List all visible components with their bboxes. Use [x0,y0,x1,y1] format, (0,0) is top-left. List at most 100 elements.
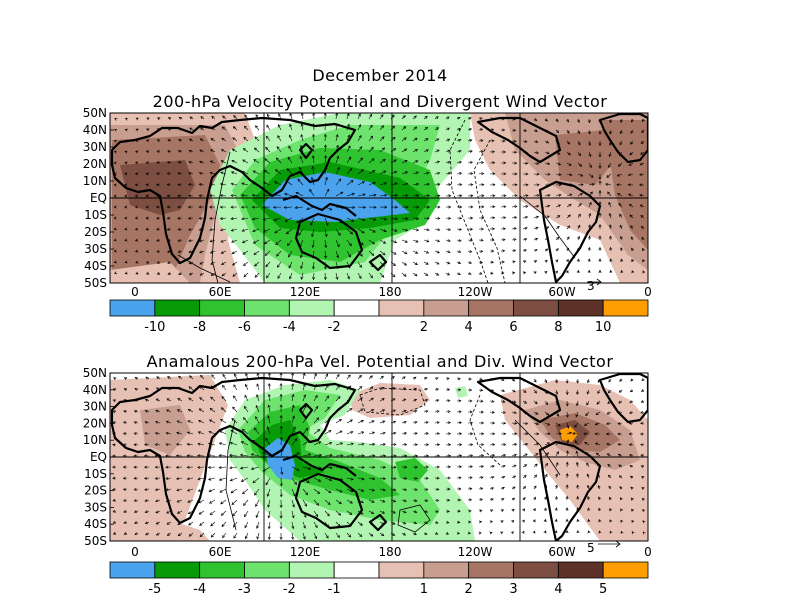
wind-vector [301,113,304,120]
wind-vector-head [630,130,634,134]
wind-vector-head [480,388,484,392]
wind-vector [243,261,249,266]
wind-vector-head [254,274,258,278]
wind-vector [379,239,386,244]
wind-vector [188,510,194,514]
wind-vector [232,137,238,142]
wind-vector-head [458,421,463,425]
wind-vector-head [265,482,269,486]
wind-vector-head [628,421,632,425]
wind-vector [357,397,363,402]
wind-vector-head [329,466,333,470]
wind-vector [346,521,352,527]
wind-vector [401,250,408,255]
wind-vector-head [199,534,203,538]
wind-vector-head [134,388,138,391]
wind-vector-head [166,227,170,231]
wind-vector [478,139,483,142]
wind-vector [188,386,194,391]
wind-vector-head [155,499,159,503]
wind-vector-head [286,168,290,172]
wind-vector [379,443,386,446]
wind-vector-head [358,124,362,128]
wind-vector [242,159,249,164]
wind-vector-head [580,183,584,187]
wind-vector [522,238,527,241]
wind-vector-head [587,269,591,273]
wind-vector [199,217,205,219]
wind-vector [300,261,304,269]
wind-vector [291,405,294,413]
wind-vector-head [415,160,419,164]
wind-vector-head [256,394,259,398]
wind-vector [156,532,161,536]
wind-vector-head [459,172,463,176]
wind-vector-head [425,250,430,254]
wind-vector-head [565,270,569,274]
wind-vector [254,272,260,278]
lon-tick-label: 60W [548,545,575,559]
wind-vector [379,477,386,480]
wind-vector [222,126,227,131]
wind-vector [346,385,352,391]
wind-vector-head [314,373,317,377]
wind-vector-head [514,432,518,436]
wind-vector-head [372,181,377,185]
wind-vector-head [318,466,323,470]
wind-vector [577,485,579,490]
panel-1-map [109,112,649,284]
wind-vector [220,418,227,424]
wind-vector [256,532,260,540]
wind-vector [544,463,548,468]
wind-vector-head [502,400,506,403]
wind-vector-head [555,118,559,122]
wind-vector-head [156,139,160,143]
wind-vector-head [501,498,505,501]
wind-vector [401,477,407,479]
colorbar-swatch [199,299,245,317]
wind-vector-head [490,271,494,275]
wind-vector-head [523,128,528,132]
wind-vector-head [221,523,225,528]
wind-vector-head [155,420,159,424]
wind-vector-head [251,217,256,221]
wind-vector [379,398,385,402]
wind-vector [357,250,363,257]
wind-vector-head [176,499,180,503]
wind-vector [313,134,315,142]
wind-vector-head [572,432,576,436]
wind-vector-head [146,117,150,121]
wind-vector-head [436,465,440,469]
wind-vector [588,236,591,241]
wind-vector [324,521,329,528]
wind-vector [607,400,612,404]
wind-vector-head [198,408,202,412]
wind-vector [313,499,319,506]
wind-vector [522,453,528,457]
wind-vector-head [523,400,528,404]
wind-vector-head [492,205,496,209]
wind-vector-head [167,376,171,379]
wind-vector-head [535,422,540,426]
wind-vector [412,261,418,265]
wind-vector [309,189,315,197]
wind-vector [533,474,537,479]
wind-vector [188,409,194,413]
wind-vector [219,430,227,435]
wind-vector-head [403,262,407,266]
wind-vector-head [522,508,526,512]
wind-vector-head [639,204,643,208]
wind-vector [368,499,375,503]
wind-vector-head [218,477,223,481]
wind-vector-head [525,442,529,446]
wind-vector [253,250,260,255]
wind-vector-head [554,270,558,274]
wind-vector [467,139,472,142]
wind-vector-head [348,523,352,527]
wind-vector-head [491,475,495,479]
wind-vector-head [557,423,561,427]
wind-vector [445,228,451,231]
wind-vector [291,394,294,402]
wind-vector-head [279,504,283,509]
wind-vector-head [629,152,633,156]
